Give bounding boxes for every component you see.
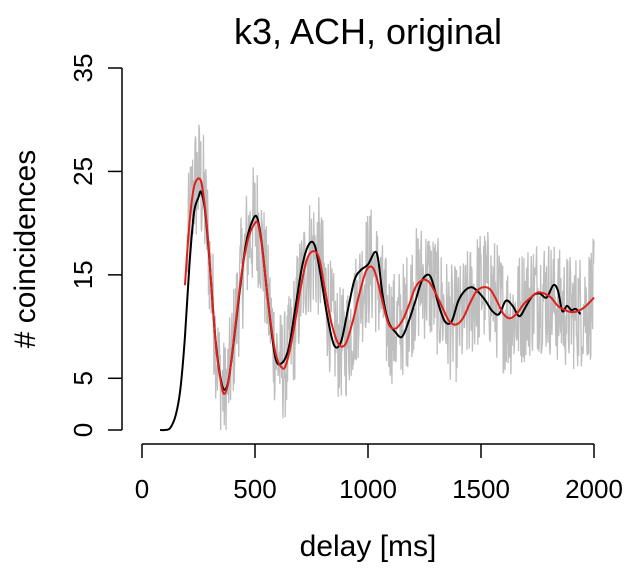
x-tick-label: 500 (233, 474, 276, 504)
x-axis-ticks: 0 500 1000 1500 2000 (135, 444, 623, 504)
y-axis-label: # coincidences (9, 150, 42, 348)
y-tick-label: 25 (68, 157, 98, 186)
x-tick-label: 0 (135, 474, 149, 504)
y-tick-label: 15 (68, 260, 98, 289)
raw-histogram-trace (186, 124, 595, 431)
x-tick-label: 1500 (452, 474, 510, 504)
plot-area (160, 124, 595, 432)
y-tick-label: 0 (68, 423, 98, 437)
x-tick-label: 1000 (339, 474, 397, 504)
raw-histogram-series (186, 124, 595, 431)
y-tick-label: 35 (68, 54, 98, 83)
x-axis-label: delay [ms] (300, 530, 437, 563)
model-fit-series (183, 177, 595, 395)
model-fit-line (183, 177, 595, 395)
chart-title: k3, ACH, original (234, 11, 502, 52)
y-tick-label: 5 (68, 371, 98, 385)
x-tick-label: 2000 (565, 474, 623, 504)
y-axis-ticks: 0 5 15 25 35 (68, 54, 122, 437)
